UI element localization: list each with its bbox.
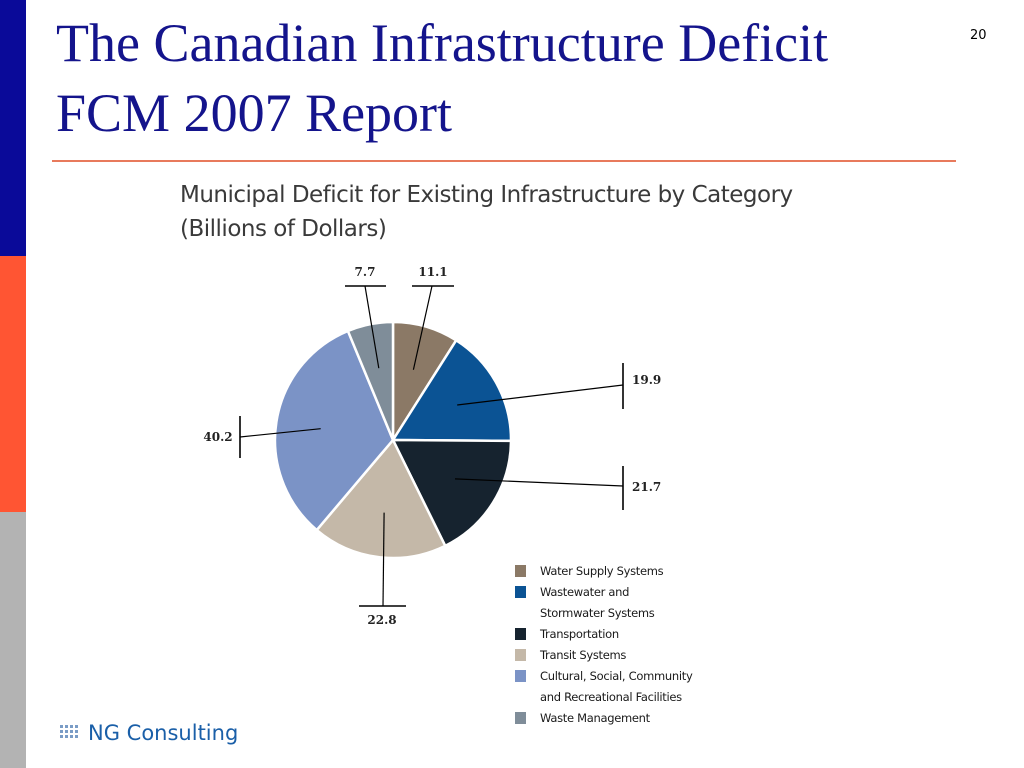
legend-swatch (515, 649, 526, 661)
legend-label: Cultural, Social, Community (540, 669, 693, 683)
leader-line (457, 384, 624, 406)
legend-label: Transit Systems (539, 648, 626, 662)
slice-value-label: 7.7 (355, 265, 376, 279)
slide-title: The Canadian Infrastructure Deficit FCM … (56, 8, 956, 148)
legend-swatch (515, 628, 526, 640)
legend-swatch (515, 586, 526, 598)
logo-text: NG Consulting (88, 721, 239, 745)
slice-value-label: 19.9 (632, 373, 661, 387)
leader-line (412, 285, 433, 370)
pie-slice (314, 437, 447, 560)
side-accent-bar-gray (0, 512, 26, 768)
legend-label: and Recreational Facilities (540, 690, 682, 704)
chart-title: Municipal Deficit for Existing Infrastru… (180, 178, 880, 246)
side-accent-bar-blue (0, 0, 26, 256)
slide-page-number: 20 (970, 28, 987, 43)
company-logo: NG Consulting (60, 718, 238, 748)
title-divider (52, 160, 956, 162)
legend-label: Waste Management (540, 711, 651, 725)
legend-swatch (515, 565, 526, 577)
leader-line (454, 478, 624, 487)
pie-slice (390, 338, 513, 443)
legend-label: Stormwater Systems (540, 606, 655, 620)
side-accent-bar-orange (0, 256, 26, 512)
slice-value-label: 21.7 (632, 480, 661, 494)
slide-title-line-1: The Canadian Infrastructure Deficit (56, 13, 829, 73)
chart-title-line-2: (Billions of Dollars) (180, 216, 387, 242)
slide-title-line-2: FCM 2007 Report (56, 83, 453, 143)
legend-label: Transportation (539, 627, 619, 641)
leader-line (364, 285, 380, 369)
pie-slice (346, 320, 395, 441)
leader-line (382, 512, 385, 607)
slice-value-label: 40.2 (203, 430, 232, 444)
slice-value-label: 11.1 (418, 265, 447, 279)
chart-title-line-1: Municipal Deficit for Existing Infrastru… (180, 182, 793, 208)
slice-value-label: 22.8 (367, 613, 396, 627)
pie-slice (273, 329, 395, 532)
pie-slice (390, 438, 513, 548)
legend-label: Water Supply Systems (540, 564, 664, 578)
logo-grid-icon (60, 725, 78, 738)
legend-label: Wastewater and (540, 585, 629, 599)
legend-swatch (515, 670, 526, 682)
legend-swatch (515, 712, 526, 724)
leader-line (239, 428, 321, 438)
